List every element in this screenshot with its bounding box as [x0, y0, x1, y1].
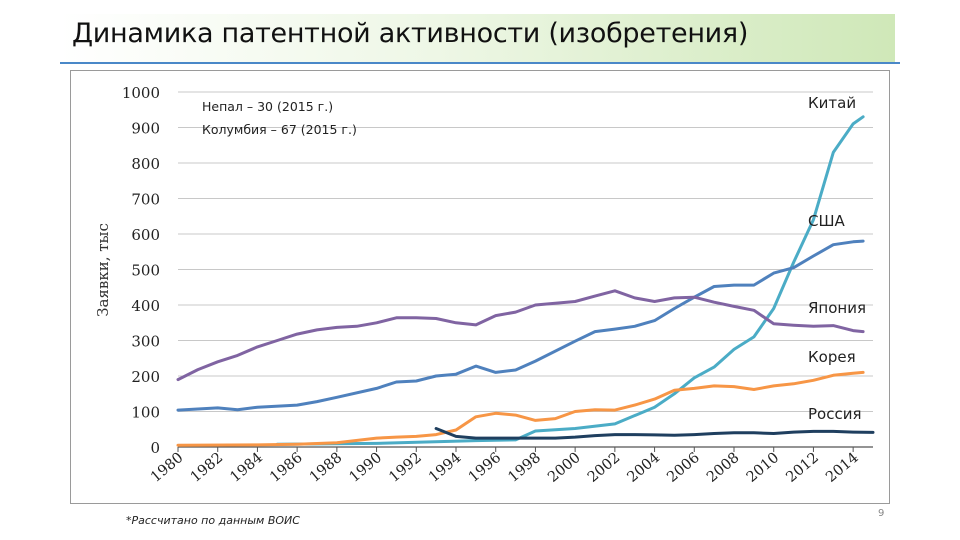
x-tick-label: 1996	[466, 450, 505, 486]
y-tick-label: 1000	[122, 84, 160, 102]
x-tick-label: 1982	[188, 450, 227, 486]
x-tick-label: 2014	[823, 450, 862, 486]
series-line	[176, 370, 865, 447]
x-tick-label: 2000	[545, 450, 584, 486]
series-label: Корея	[808, 348, 856, 366]
y-tick-label: 300	[131, 333, 160, 351]
series-label: США	[808, 212, 846, 230]
y-tick-labels: 0 100 200 300 400 500 600 700 800 900 1000	[122, 84, 160, 457]
series-label: Япония	[808, 299, 866, 317]
series-label: Россия	[808, 405, 862, 423]
y-tick-label: 200	[131, 368, 160, 386]
x-tick-label: 2004	[625, 450, 664, 486]
y-tick-label: 900	[131, 120, 160, 138]
y-tick-label: 700	[131, 191, 160, 209]
y-tick-label: 0	[150, 439, 160, 457]
y-tick-label: 100	[131, 404, 160, 422]
annotation-line-2: Колумбия – 67 (2015 г.)	[202, 122, 357, 137]
y-tick-label: 600	[131, 226, 160, 244]
chart-frame	[70, 70, 890, 504]
x-tick-labels: 1980 1982 1984 1986 1988 1990 1992 1994 1996 1998…	[148, 447, 862, 486]
footnote: *Рассчитано по данным ВОИС	[126, 514, 300, 527]
y-tick-label: 500	[131, 262, 160, 280]
series-line	[176, 289, 865, 382]
title-underline	[60, 62, 900, 64]
series-lines	[176, 115, 875, 447]
x-tick-label: 2012	[783, 450, 822, 486]
title-band	[60, 14, 895, 64]
series-line	[176, 239, 865, 412]
x-tick-label: 2008	[704, 450, 743, 486]
page-number: 9	[878, 508, 885, 519]
page-title: Динамика патентной активности (изобретен…	[72, 18, 749, 49]
series-line	[275, 115, 865, 446]
annotation-line-1: Непал – 30 (2015 г.)	[202, 99, 333, 114]
x-tick-label: 2010	[744, 450, 783, 486]
x-tick-label: 1992	[386, 450, 425, 486]
y-axis-label: Заявки, тыс	[94, 223, 112, 317]
y-tick-label: 800	[131, 155, 160, 173]
x-tick-label: 1998	[505, 450, 544, 486]
x-tick-label: 2006	[664, 450, 703, 486]
x-tick-label: 1988	[307, 450, 346, 486]
series-labels: Китай США Япония Корея Россия	[808, 94, 866, 423]
y-tick-label: 400	[131, 297, 160, 315]
x-tick-label: 1990	[347, 450, 386, 486]
series-line	[434, 427, 875, 440]
x-tick-label: 1986	[267, 450, 306, 486]
grid-lines	[178, 91, 873, 448]
series-label: Китай	[808, 94, 856, 112]
x-tick-label: 2002	[585, 450, 624, 486]
x-tick-label: 1984	[227, 450, 266, 486]
x-tick-label: 1994	[426, 450, 465, 486]
